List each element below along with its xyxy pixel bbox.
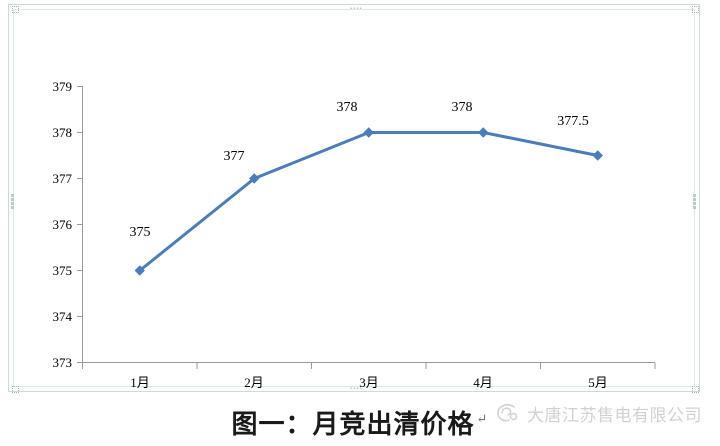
- data-point-label: 375: [129, 225, 151, 240]
- series-marker[interactable]: [249, 173, 260, 184]
- resize-handle-top-left[interactable]: [12, 6, 19, 13]
- x-tick-label: 2月: [244, 375, 264, 390]
- x-tick-label: 1月: [130, 375, 150, 390]
- series-marker[interactable]: [478, 127, 489, 138]
- chart-object-frame[interactable]: 379 378 377 376 375 374 373 1月 2月 3月 4月 …: [8, 4, 700, 393]
- data-point-label: 378: [451, 100, 473, 115]
- y-tick-label: 378: [52, 125, 73, 140]
- series-marker[interactable]: [592, 150, 603, 161]
- chart-plot-svg: [77, 86, 656, 369]
- resize-handle-left-middle[interactable]: [11, 193, 17, 210]
- y-tick-label: 376: [52, 217, 73, 232]
- data-point-label: 377: [223, 149, 245, 164]
- data-point-label: 377.5: [557, 114, 589, 129]
- resize-handle-right-middle[interactable]: [693, 193, 699, 210]
- series-marker[interactable]: [363, 127, 374, 138]
- watermark: 大唐江苏售电有限公司: [494, 400, 702, 426]
- watermark-text: 大唐江苏售电有限公司: [527, 405, 702, 426]
- swirl-leaf-logo-icon: [497, 404, 518, 422]
- x-tick-label: 5月: [588, 375, 608, 390]
- x-tick-label: 4月: [473, 375, 493, 390]
- y-tick-label: 379: [52, 79, 73, 94]
- y-tick-label: 375: [52, 263, 73, 278]
- y-tick-label: 374: [52, 309, 73, 324]
- y-tick-label: 373: [52, 355, 73, 370]
- chart-object-frame-inner: 379 378 377 376 375 374 373 1月 2月 3月 4月 …: [13, 9, 695, 389]
- resize-handle-top-right[interactable]: [692, 6, 699, 13]
- x-tick-label: 3月: [359, 375, 379, 390]
- data-point-label: 378: [336, 100, 358, 115]
- resize-handle-bottom-right[interactable]: [692, 386, 699, 393]
- figure-caption: 图一：月竞出清价格 ↵: [0, 404, 720, 441]
- y-tick-label: 377: [52, 171, 73, 186]
- paragraph-mark-icon: ↵: [476, 411, 489, 427]
- figure-caption-text: 图一：月竞出清价格: [231, 410, 475, 439]
- line-chart[interactable]: 379 378 377 376 375 374 373 1月 2月 3月 4月 …: [14, 10, 706, 398]
- resize-handle-top-center[interactable]: ▪▪▪▪: [350, 6, 363, 12]
- resize-handle-bottom-center[interactable]: ▪▪▪▪: [350, 386, 363, 392]
- resize-handle-bottom-left[interactable]: [12, 386, 19, 393]
